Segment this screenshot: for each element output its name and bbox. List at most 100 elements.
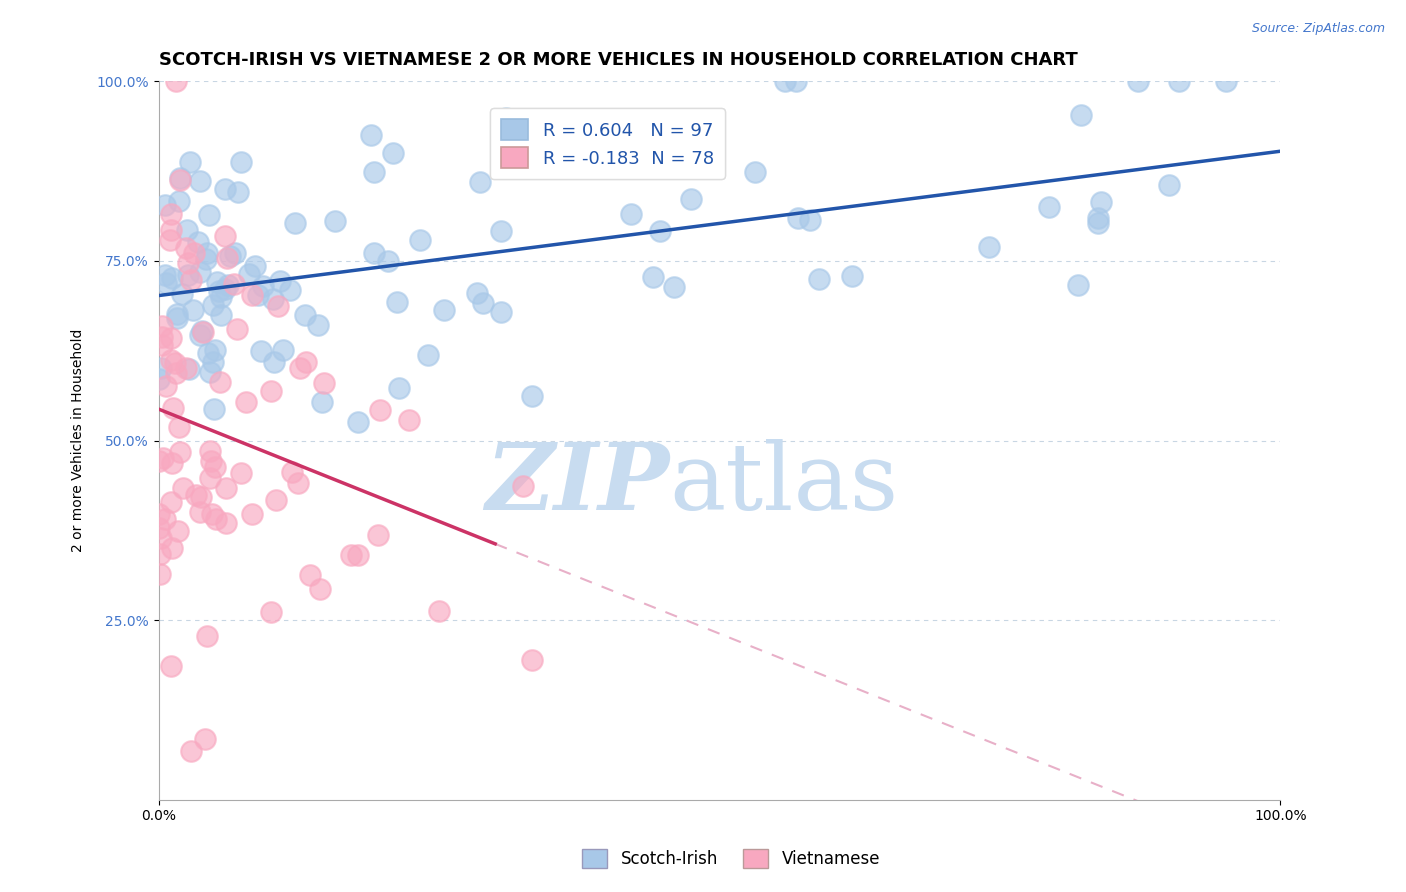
Point [681, 192, 703, 206]
Point [377, 254, 399, 268]
Point [224, 246, 246, 260]
Point [195, 245, 218, 260]
Point [214, 282, 236, 296]
Point [799, 213, 821, 227]
Point [271, 343, 294, 357]
Point [204, 343, 226, 357]
Point [150, 531, 173, 545]
Point [150, 318, 173, 333]
Point [204, 460, 226, 475]
Point [195, 252, 218, 267]
Point [287, 476, 309, 491]
Point [187, 235, 209, 249]
Point [177, 256, 200, 270]
Point [235, 395, 257, 409]
Point [299, 568, 322, 582]
Point [197, 207, 219, 221]
Point [179, 361, 201, 376]
Point [773, 74, 796, 88]
Point [179, 155, 201, 169]
Point [465, 285, 488, 300]
Point [162, 401, 184, 415]
Point [262, 292, 284, 306]
Point [153, 268, 176, 282]
Point [1090, 195, 1112, 210]
Point [197, 346, 219, 360]
Point [159, 233, 181, 247]
Point [1038, 200, 1060, 214]
Point [243, 259, 266, 273]
Point [148, 508, 170, 522]
Point [388, 381, 411, 395]
Point [166, 524, 188, 538]
Point [307, 318, 329, 333]
Point [172, 481, 194, 495]
Point [267, 299, 290, 313]
Point [283, 216, 305, 230]
Point [246, 288, 269, 302]
Point [295, 355, 318, 369]
Point [512, 479, 534, 493]
Point [520, 653, 543, 667]
Point [787, 211, 810, 225]
Point [433, 303, 456, 318]
Point [188, 174, 211, 188]
Point [427, 604, 450, 618]
Point [520, 389, 543, 403]
Point [314, 376, 336, 390]
Text: atlas: atlas [669, 439, 898, 529]
Point [190, 490, 212, 504]
Point [186, 488, 208, 502]
Point [198, 471, 221, 485]
Point [1215, 74, 1237, 88]
Point [249, 344, 271, 359]
Point [209, 290, 232, 304]
Point [160, 352, 183, 367]
Legend: R = 0.604   N = 97, R = -0.183  N = 78: R = 0.604 N = 97, R = -0.183 N = 78 [491, 108, 724, 179]
Point [219, 249, 242, 263]
Point [160, 456, 183, 470]
Y-axis label: 2 or more Vehicles in Household: 2 or more Vehicles in Household [72, 329, 86, 552]
Point [149, 547, 172, 561]
Point [183, 246, 205, 260]
Legend: Scotch-Irish, Vietnamese: Scotch-Irish, Vietnamese [575, 842, 887, 875]
Point [169, 171, 191, 186]
Point [225, 322, 247, 336]
Point [160, 541, 183, 555]
Point [470, 175, 492, 189]
Point [201, 508, 224, 522]
Point [194, 731, 217, 746]
Point [489, 224, 512, 238]
Point [323, 214, 346, 228]
Point [1126, 74, 1149, 88]
Point [195, 629, 218, 643]
Point [172, 287, 194, 301]
Point [188, 328, 211, 343]
Point [160, 495, 183, 509]
Point [180, 273, 202, 287]
Point [166, 307, 188, 321]
Point [160, 222, 183, 236]
Point [229, 154, 252, 169]
Point [149, 360, 172, 375]
Point [215, 516, 238, 530]
Point [294, 308, 316, 322]
Point [155, 512, 177, 526]
Point [200, 365, 222, 379]
Text: Source: ZipAtlas.com: Source: ZipAtlas.com [1251, 22, 1385, 36]
Point [198, 443, 221, 458]
Point [150, 330, 173, 344]
Point [193, 325, 215, 339]
Point [167, 420, 190, 434]
Point [190, 324, 212, 338]
Point [841, 268, 863, 283]
Point [155, 379, 177, 393]
Point [363, 165, 385, 179]
Point [222, 277, 245, 291]
Point [180, 744, 202, 758]
Point [209, 375, 232, 389]
Point [163, 356, 186, 370]
Point [1067, 278, 1090, 293]
Point [166, 310, 188, 325]
Point [152, 450, 174, 465]
